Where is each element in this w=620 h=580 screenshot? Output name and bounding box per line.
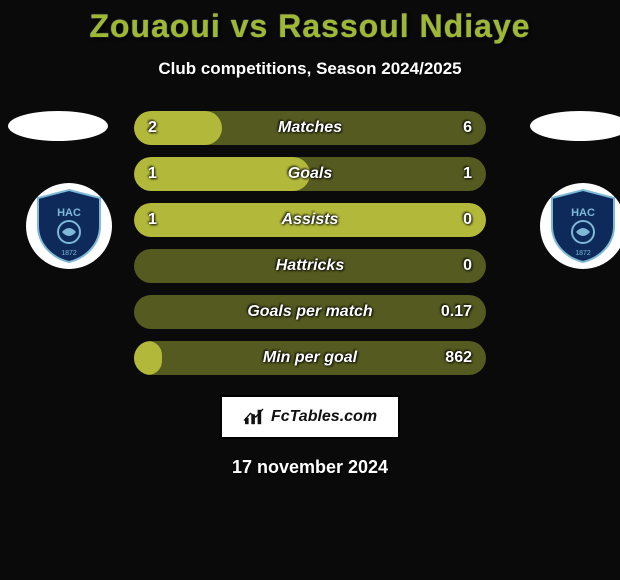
stat-label: Hattricks — [134, 249, 486, 283]
subtitle: Club competitions, Season 2024/2025 — [0, 59, 620, 79]
stat-label: Min per goal — [134, 341, 486, 375]
stat-label: Goals — [134, 157, 486, 191]
page-title: Zouaoui vs Rassoul Ndiaye — [0, 0, 620, 45]
stat-row: Goals per match0.17 — [134, 295, 486, 329]
source-text: FcTables.com — [271, 408, 377, 426]
shield-icon: HAC 1872 — [34, 188, 104, 264]
svg-text:HAC: HAC — [571, 207, 595, 219]
club-crest-left: HAC 1872 — [26, 183, 112, 269]
club-crest-right: HAC 1872 — [540, 183, 620, 269]
chart-icon — [243, 408, 265, 426]
stat-row: 1Goals1 — [134, 157, 486, 191]
svg-text:HAC: HAC — [57, 207, 81, 219]
stat-value-right: 0 — [463, 203, 472, 237]
svg-text:1872: 1872 — [575, 250, 591, 257]
stat-value-right: 1 — [463, 157, 472, 191]
stat-row: Min per goal862 — [134, 341, 486, 375]
shield-icon: HAC 1872 — [548, 188, 618, 264]
player-oval-right — [530, 111, 620, 141]
stat-rows: 2Matches61Goals11Assists0Hattricks0Goals… — [134, 111, 486, 375]
svg-text:1872: 1872 — [61, 250, 77, 257]
stat-row: 2Matches6 — [134, 111, 486, 145]
stat-label: Matches — [134, 111, 486, 145]
stat-row: Hattricks0 — [134, 249, 486, 283]
comparison-chart: HAC 1872 HAC 1872 2Matches61Goals11Assis… — [0, 111, 620, 371]
stat-label: Goals per match — [134, 295, 486, 329]
stat-value-right: 6 — [463, 111, 472, 145]
stat-value-right: 0 — [463, 249, 472, 283]
player-oval-left — [8, 111, 108, 141]
stat-label: Assists — [134, 203, 486, 237]
source-badge: FcTables.com — [220, 395, 400, 439]
stat-value-right: 862 — [445, 341, 472, 375]
stat-row: 1Assists0 — [134, 203, 486, 237]
date-text: 17 november 2024 — [0, 457, 620, 478]
stat-value-right: 0.17 — [441, 295, 472, 329]
